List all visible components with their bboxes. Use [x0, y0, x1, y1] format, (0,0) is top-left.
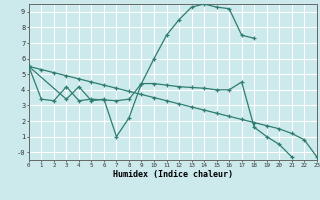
X-axis label: Humidex (Indice chaleur): Humidex (Indice chaleur)	[113, 170, 233, 179]
